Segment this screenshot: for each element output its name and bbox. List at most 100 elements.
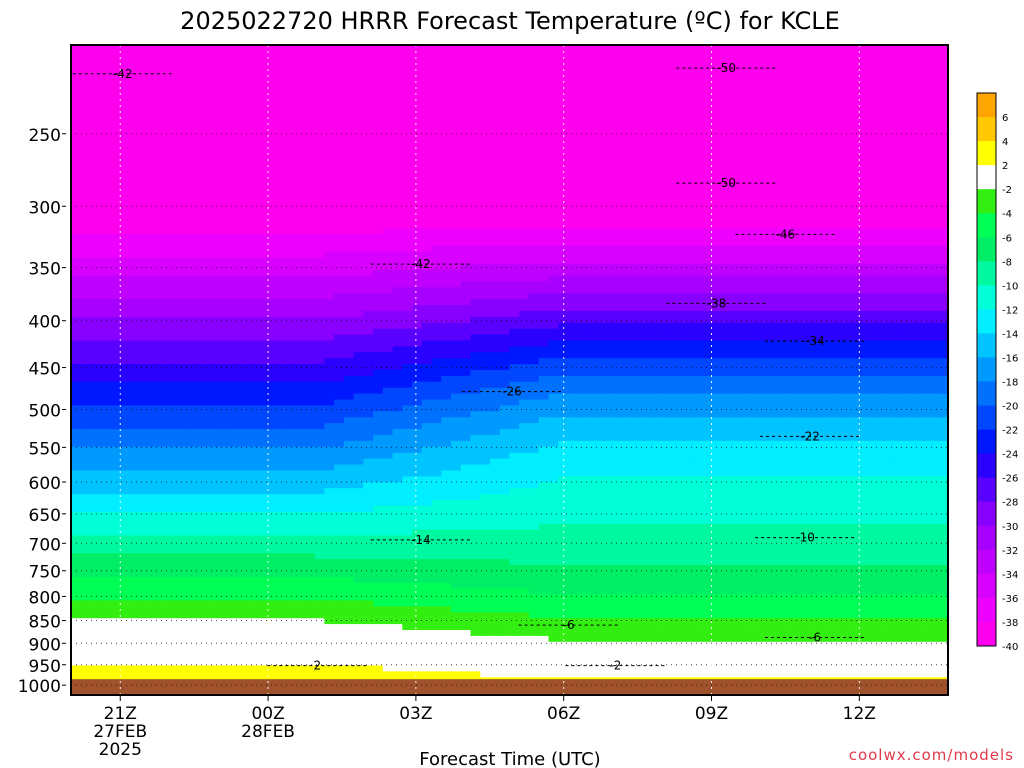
field-cell	[451, 86, 462, 93]
field-cell	[71, 429, 82, 436]
field-cell	[460, 346, 472, 353]
field-cell	[499, 458, 511, 466]
field-cell	[100, 505, 111, 513]
field-cell	[119, 517, 131, 525]
field-cell	[71, 541, 82, 548]
field-cell	[246, 228, 257, 235]
field-cell	[392, 387, 403, 395]
field-cell	[100, 322, 111, 330]
field-cell	[275, 210, 286, 217]
field-cell	[71, 358, 82, 365]
field-cell	[412, 86, 423, 93]
field-cell	[363, 517, 374, 525]
field-cell	[431, 80, 442, 87]
field-cell	[334, 570, 345, 578]
field-cell	[441, 665, 452, 672]
field-cell	[480, 505, 491, 513]
field-cell	[168, 169, 179, 176]
field-cell	[197, 328, 209, 336]
field-cell	[499, 210, 511, 217]
field-cell	[412, 275, 423, 282]
field-cell	[363, 547, 374, 554]
field-cell	[148, 505, 160, 513]
field-cell	[109, 222, 121, 229]
field-cell	[80, 45, 92, 52]
field-cell	[119, 582, 131, 590]
field-cell	[71, 180, 82, 188]
field-cell	[295, 405, 306, 412]
field-cell	[353, 340, 364, 347]
field-cell	[197, 222, 209, 229]
field-cell	[324, 476, 335, 483]
field-cell	[460, 92, 472, 99]
field-cell	[129, 157, 140, 164]
field-cell	[382, 582, 394, 590]
field-cell	[431, 334, 442, 342]
field-cell	[90, 263, 101, 271]
field-cell	[334, 234, 345, 241]
field-cell	[392, 470, 403, 477]
field-cell	[217, 576, 228, 584]
field-cell	[139, 429, 150, 436]
field-cell	[421, 45, 433, 52]
field-cell	[421, 316, 433, 324]
field-cell	[470, 328, 481, 336]
field-cell	[90, 293, 101, 300]
field-cell	[100, 411, 111, 418]
field-cell	[363, 405, 374, 412]
field-cell	[402, 458, 413, 466]
field-cell	[480, 523, 491, 531]
field-cell	[129, 322, 140, 330]
field-cell	[158, 204, 170, 212]
field-cell	[80, 417, 92, 424]
field-cell	[295, 576, 306, 584]
field-cell	[334, 423, 345, 430]
field-cell	[392, 110, 403, 117]
field-cell	[109, 559, 121, 566]
field-cell	[382, 393, 394, 401]
field-cell	[460, 417, 472, 424]
field-cell	[470, 606, 481, 613]
field-cell	[304, 310, 316, 318]
field-cell	[109, 281, 121, 288]
field-cell	[343, 287, 355, 294]
field-cell	[129, 340, 140, 347]
field-cell	[129, 423, 140, 430]
field-cell	[90, 535, 101, 542]
field-cell	[431, 92, 442, 99]
field-cell	[431, 340, 442, 347]
field-cell	[363, 659, 374, 667]
field-cell	[382, 257, 394, 265]
field-cell	[236, 222, 247, 229]
field-cell	[431, 133, 442, 141]
field-cell	[71, 127, 82, 135]
field-cell	[470, 600, 481, 607]
field-cell	[71, 417, 82, 424]
field-cell	[412, 169, 423, 176]
field-cell	[168, 606, 179, 613]
field-cell	[158, 287, 170, 294]
field-cell	[109, 423, 121, 430]
field-cell	[100, 393, 111, 401]
field-cell	[139, 435, 150, 442]
field-cell	[80, 192, 92, 200]
field-cell	[109, 364, 121, 371]
field-cell	[363, 334, 374, 342]
field-cell	[178, 240, 189, 247]
field-cell	[178, 375, 189, 383]
field-cell	[139, 269, 150, 277]
field-cell	[363, 127, 374, 135]
field-cell	[265, 151, 277, 158]
field-cell	[480, 600, 491, 607]
field-cell	[90, 505, 101, 513]
field-cell	[187, 458, 199, 466]
field-cell	[197, 110, 209, 117]
field-cell	[314, 517, 325, 525]
field-cell	[275, 334, 286, 342]
field-cell	[324, 293, 335, 300]
field-cell	[353, 293, 364, 300]
field-cell	[226, 56, 238, 64]
field-cell	[392, 92, 403, 99]
field-cell	[275, 169, 286, 176]
field-cell	[324, 62, 335, 70]
